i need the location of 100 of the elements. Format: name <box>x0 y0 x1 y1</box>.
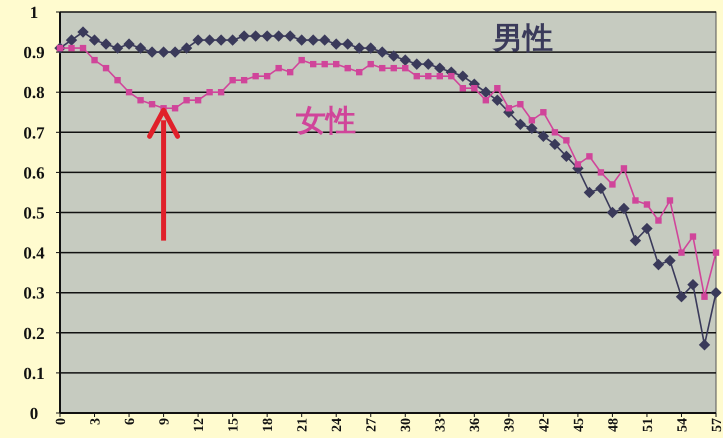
point <box>112 42 124 54</box>
point <box>411 58 422 70</box>
series-label: 男性 <box>492 21 553 56</box>
point <box>354 42 365 54</box>
point <box>422 58 434 70</box>
point <box>344 64 351 72</box>
point <box>215 34 227 46</box>
x-tick-label: 30 <box>399 418 414 432</box>
point <box>307 34 319 46</box>
point <box>492 94 504 106</box>
point <box>436 72 443 80</box>
point <box>434 62 446 74</box>
point <box>286 68 294 76</box>
point <box>252 72 259 80</box>
y-tick-label: 0.5 <box>23 203 45 222</box>
point <box>180 42 192 54</box>
point <box>540 109 547 116</box>
point <box>698 339 710 351</box>
point <box>148 101 156 108</box>
point <box>229 76 236 84</box>
y-tick-label: 0.6 <box>23 163 45 182</box>
point <box>100 38 112 50</box>
point <box>425 72 432 80</box>
point <box>494 84 501 92</box>
point <box>68 44 75 52</box>
point <box>204 34 216 46</box>
point <box>134 42 146 54</box>
point <box>379 64 386 72</box>
point <box>712 249 720 256</box>
y-tick-label: 0.3 <box>23 284 45 303</box>
point <box>275 64 282 72</box>
point <box>310 60 316 68</box>
point <box>91 56 98 64</box>
point <box>66 34 78 46</box>
point <box>272 30 284 42</box>
point <box>644 201 650 208</box>
x-tick-label: 12 <box>192 418 208 432</box>
point <box>448 72 454 80</box>
point <box>528 117 536 124</box>
point <box>368 60 374 68</box>
x-tick-label: 42 <box>537 418 552 432</box>
point <box>414 72 420 80</box>
y-tick-label: 0.2 <box>23 324 45 343</box>
series-label: 女性 <box>295 103 356 138</box>
point <box>687 278 699 290</box>
point <box>482 97 490 104</box>
point <box>183 97 190 104</box>
point <box>250 30 262 42</box>
y-tick-label: 1 <box>30 2 38 22</box>
x-tick-label: 33 <box>434 418 449 432</box>
point <box>652 258 664 270</box>
x-tick-label: 39 <box>502 418 518 432</box>
point <box>471 84 478 92</box>
y-tick-label: 0.4 <box>23 244 46 263</box>
point <box>400 54 411 66</box>
point <box>710 287 722 298</box>
point <box>322 60 328 68</box>
x-tick-label: 54 <box>675 418 690 432</box>
x-tick-label: 15 <box>226 418 242 432</box>
point <box>77 26 89 38</box>
point <box>595 182 607 194</box>
point <box>678 249 685 256</box>
point <box>598 169 604 176</box>
point <box>102 64 110 72</box>
point <box>609 181 616 188</box>
point <box>356 68 362 76</box>
point <box>296 34 308 46</box>
point <box>261 30 273 42</box>
x-tick-label: 18 <box>261 418 276 432</box>
point <box>563 137 570 144</box>
point <box>388 50 400 62</box>
point <box>574 161 582 168</box>
point <box>480 86 492 98</box>
point <box>137 97 144 104</box>
point <box>226 34 238 46</box>
point <box>240 76 248 84</box>
y-tick-label: 0.8 <box>23 83 45 102</box>
point <box>618 202 630 214</box>
x-tick-label: 45 <box>572 418 587 432</box>
point <box>641 222 653 234</box>
point <box>584 186 596 198</box>
point <box>218 89 224 96</box>
point <box>238 30 250 42</box>
point <box>538 130 550 142</box>
point <box>517 101 524 108</box>
point <box>114 76 121 84</box>
point <box>460 84 466 92</box>
point <box>192 34 204 46</box>
x-tick-label: 57 <box>710 418 723 432</box>
point <box>390 64 397 72</box>
y-tick-label: 0.7 <box>23 123 46 142</box>
point <box>632 197 639 204</box>
x-tick-label: 48 <box>606 418 622 432</box>
point <box>342 38 354 50</box>
point <box>365 42 376 54</box>
point <box>376 46 388 58</box>
point <box>586 153 593 160</box>
point <box>284 30 296 42</box>
y-tick-label: 0.9 <box>23 43 45 62</box>
point <box>457 70 469 82</box>
